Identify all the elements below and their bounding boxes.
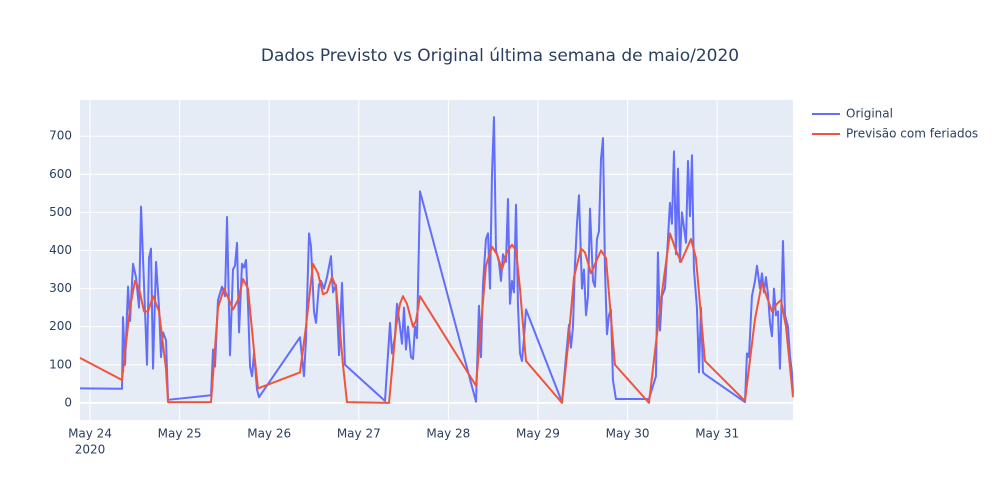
y-tick-label: 700 bbox=[49, 129, 72, 143]
x-tick-label: May 31 bbox=[695, 427, 739, 441]
y-tick-label: 200 bbox=[49, 319, 72, 333]
x-tick-label: May 25 bbox=[158, 427, 202, 441]
y-tick-label: 500 bbox=[49, 205, 72, 219]
x-tick-label: May 29 bbox=[516, 427, 560, 441]
x-tick-label: May 27 bbox=[337, 427, 381, 441]
y-tick-label: 400 bbox=[49, 243, 72, 257]
line-series bbox=[79, 116, 794, 404]
y-tick-label: 0 bbox=[64, 395, 72, 409]
y-tick-label: 100 bbox=[49, 357, 72, 371]
chart-title: Dados Previsto vs Original última semana… bbox=[261, 46, 739, 66]
y-tick-label: 600 bbox=[49, 167, 72, 181]
y-tick-label: 300 bbox=[49, 281, 72, 295]
plot-area bbox=[80, 100, 793, 420]
x-tick-label: May 28 bbox=[426, 427, 470, 441]
legend-label: Original bbox=[846, 107, 893, 121]
x-tick-label: May 24 bbox=[68, 427, 112, 441]
x-tick-label: May 26 bbox=[247, 427, 291, 441]
x-tick-sublabel: 2020 bbox=[75, 443, 106, 457]
x-tick-label: May 30 bbox=[606, 427, 650, 441]
legend-label: Previsão com feriados bbox=[846, 127, 978, 141]
line-series bbox=[79, 232, 794, 404]
